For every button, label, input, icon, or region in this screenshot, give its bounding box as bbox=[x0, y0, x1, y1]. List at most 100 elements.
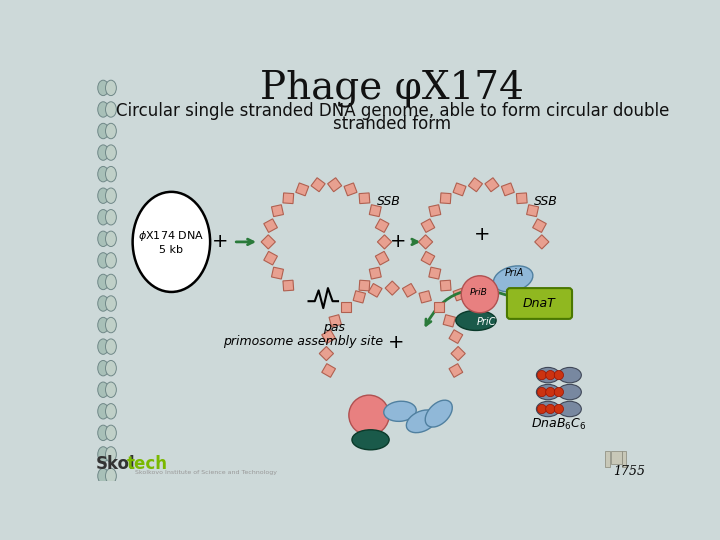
Ellipse shape bbox=[406, 410, 437, 433]
Text: PriA: PriA bbox=[505, 268, 524, 278]
Bar bbox=[311, 178, 325, 192]
Ellipse shape bbox=[132, 192, 210, 292]
Text: +: + bbox=[474, 225, 490, 244]
Bar bbox=[319, 347, 333, 361]
Circle shape bbox=[537, 387, 546, 397]
Bar bbox=[485, 178, 499, 192]
Text: Phage φX174: Phage φX174 bbox=[261, 69, 524, 107]
Ellipse shape bbox=[98, 339, 109, 354]
Ellipse shape bbox=[536, 384, 559, 400]
Ellipse shape bbox=[558, 384, 581, 400]
Text: DnaT: DnaT bbox=[523, 297, 556, 310]
Bar bbox=[369, 205, 382, 217]
Bar bbox=[359, 280, 370, 291]
Bar bbox=[328, 178, 342, 192]
Ellipse shape bbox=[98, 318, 109, 333]
Bar bbox=[329, 315, 341, 327]
Ellipse shape bbox=[98, 382, 109, 397]
Bar bbox=[418, 235, 433, 249]
Bar bbox=[606, 451, 610, 467]
Ellipse shape bbox=[106, 318, 117, 333]
Text: tech: tech bbox=[127, 455, 168, 472]
Ellipse shape bbox=[106, 447, 117, 462]
Ellipse shape bbox=[106, 361, 117, 376]
Circle shape bbox=[554, 370, 564, 380]
Bar bbox=[449, 330, 463, 343]
Bar bbox=[377, 235, 392, 249]
Bar bbox=[453, 183, 466, 196]
Bar bbox=[375, 252, 389, 265]
Ellipse shape bbox=[98, 166, 109, 182]
Text: PriB: PriB bbox=[469, 288, 487, 297]
Bar bbox=[533, 219, 546, 232]
Bar bbox=[429, 205, 441, 217]
Ellipse shape bbox=[456, 310, 496, 330]
Text: primosome assembly site: primosome assembly site bbox=[223, 335, 383, 348]
Bar bbox=[369, 284, 382, 297]
Text: Circular single stranded DNA genome, able to form circular double: Circular single stranded DNA genome, abl… bbox=[116, 102, 669, 120]
Bar bbox=[443, 315, 456, 327]
Ellipse shape bbox=[106, 274, 117, 289]
Ellipse shape bbox=[98, 145, 109, 160]
Text: 1755: 1755 bbox=[613, 465, 644, 478]
Circle shape bbox=[349, 395, 389, 435]
Text: pas: pas bbox=[323, 321, 345, 334]
Text: $DnaB_6C_6$: $DnaB_6C_6$ bbox=[531, 417, 587, 432]
Bar bbox=[440, 280, 451, 291]
Text: SSB: SSB bbox=[534, 195, 558, 208]
Circle shape bbox=[462, 276, 498, 313]
Bar bbox=[429, 267, 441, 279]
Bar bbox=[261, 235, 275, 249]
Ellipse shape bbox=[106, 123, 117, 139]
Ellipse shape bbox=[106, 425, 117, 441]
Bar bbox=[516, 193, 527, 204]
Ellipse shape bbox=[98, 296, 109, 311]
Bar bbox=[433, 302, 444, 312]
Bar bbox=[359, 193, 370, 204]
Bar bbox=[264, 252, 277, 265]
Ellipse shape bbox=[98, 361, 109, 376]
Bar bbox=[385, 281, 400, 295]
Circle shape bbox=[554, 404, 564, 414]
Bar bbox=[283, 280, 294, 291]
Circle shape bbox=[546, 387, 555, 397]
Ellipse shape bbox=[98, 123, 109, 139]
Bar bbox=[611, 451, 621, 464]
Ellipse shape bbox=[384, 401, 416, 421]
Bar bbox=[402, 284, 416, 297]
Bar bbox=[322, 363, 336, 377]
Text: +: + bbox=[212, 232, 228, 252]
Ellipse shape bbox=[98, 253, 109, 268]
Ellipse shape bbox=[106, 145, 117, 160]
Bar bbox=[283, 193, 294, 204]
Ellipse shape bbox=[98, 102, 109, 117]
Ellipse shape bbox=[536, 401, 559, 417]
Bar bbox=[296, 183, 309, 196]
Text: +: + bbox=[388, 333, 405, 352]
Ellipse shape bbox=[352, 430, 389, 450]
Bar bbox=[369, 267, 382, 279]
Bar bbox=[341, 302, 351, 312]
Ellipse shape bbox=[98, 447, 109, 462]
Bar bbox=[421, 252, 435, 265]
Ellipse shape bbox=[493, 266, 533, 292]
Ellipse shape bbox=[106, 339, 117, 354]
Bar bbox=[440, 193, 451, 204]
Ellipse shape bbox=[558, 367, 581, 383]
Text: Skolkovo Institute of Science and Technology: Skolkovo Institute of Science and Techno… bbox=[135, 470, 277, 475]
Ellipse shape bbox=[106, 102, 117, 117]
Ellipse shape bbox=[98, 274, 109, 289]
Ellipse shape bbox=[426, 400, 452, 427]
Circle shape bbox=[554, 387, 564, 397]
Bar bbox=[451, 347, 465, 361]
Ellipse shape bbox=[98, 188, 109, 204]
Bar bbox=[271, 205, 284, 217]
Ellipse shape bbox=[106, 468, 117, 484]
Text: PriC: PriC bbox=[477, 317, 497, 327]
Bar bbox=[344, 183, 357, 196]
Ellipse shape bbox=[106, 210, 117, 225]
Ellipse shape bbox=[98, 403, 109, 419]
Circle shape bbox=[537, 370, 546, 380]
Bar bbox=[353, 291, 366, 303]
Bar bbox=[526, 205, 539, 217]
